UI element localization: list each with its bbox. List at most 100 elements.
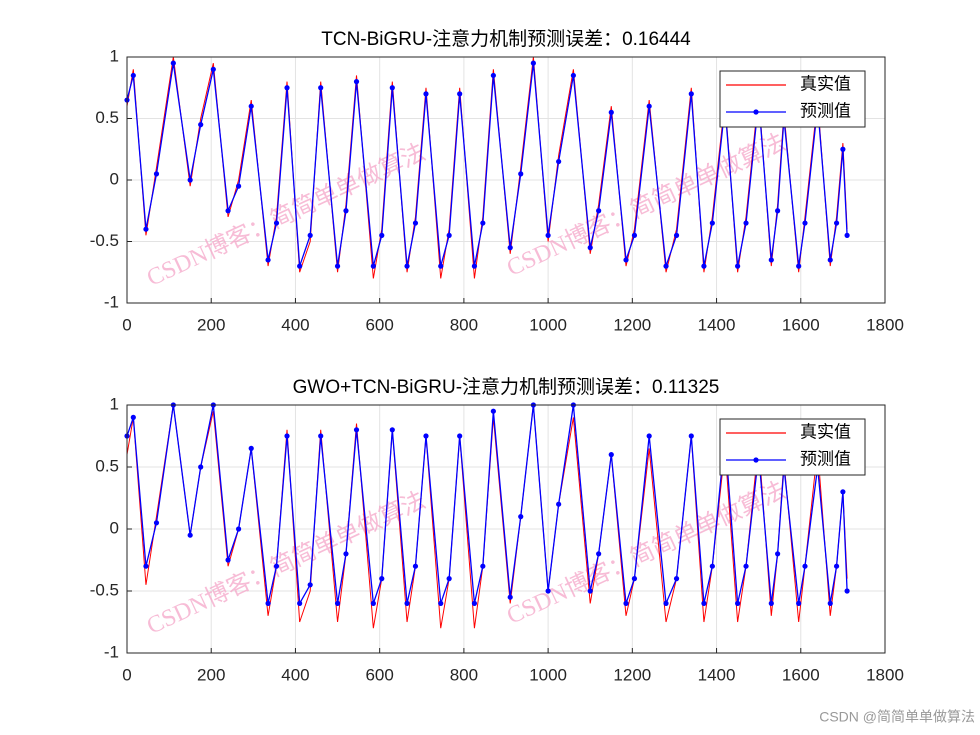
marker [235, 183, 242, 189]
marker [663, 263, 669, 269]
marker [701, 263, 707, 269]
marker [225, 557, 231, 563]
marker [796, 263, 802, 269]
x-tick-label: 1600 [782, 665, 820, 684]
marker [248, 103, 254, 109]
marker [623, 257, 629, 263]
x-tick-label: 1000 [529, 315, 567, 334]
marker [844, 232, 850, 238]
legend-box [719, 418, 866, 476]
marker [556, 158, 562, 165]
marker [768, 600, 774, 607]
x-tick-label: 0 [122, 315, 131, 334]
marker [840, 146, 846, 152]
x-tick-label: 1800 [866, 665, 904, 684]
marker [353, 427, 360, 433]
marker [530, 60, 536, 66]
x-tick-label: 400 [281, 665, 309, 684]
x-tick-label: 200 [197, 665, 225, 684]
marker [143, 563, 149, 569]
marker [490, 408, 496, 414]
legend-box [719, 70, 866, 128]
marker [471, 600, 478, 607]
marker [570, 72, 576, 79]
marker [480, 220, 486, 226]
marker [370, 600, 376, 607]
marker [370, 263, 376, 269]
marker [556, 501, 562, 507]
marker [334, 600, 341, 607]
marker [210, 66, 216, 72]
marker [423, 91, 429, 97]
marker [318, 433, 324, 439]
footer-watermark: CSDN @简简单单做算法 [819, 709, 975, 725]
marker [802, 563, 808, 569]
marker [297, 600, 303, 607]
x-tick-label: 600 [365, 315, 393, 334]
x-tick-label: 1600 [782, 315, 820, 334]
marker [673, 576, 680, 582]
x-tick-label: 200 [197, 315, 225, 334]
marker [235, 526, 242, 532]
x-tick-label: 400 [281, 315, 309, 334]
marker [840, 489, 846, 495]
marker [170, 60, 176, 66]
marker [507, 594, 513, 600]
marker [775, 208, 781, 214]
marker [587, 588, 593, 594]
y-tick-label: 0.5 [95, 456, 119, 475]
marker [307, 582, 313, 588]
x-tick-label: 1200 [613, 315, 651, 334]
x-tick-label: 600 [365, 665, 393, 684]
marker [608, 109, 614, 115]
chart-title: TCN-BiGRU-注意力机制预测误差：0.16444 [321, 28, 691, 50]
marker [265, 257, 271, 263]
legend-label: 预测值 [800, 449, 851, 468]
marker [596, 551, 602, 557]
marker [802, 220, 808, 226]
y-tick-label: 0 [110, 169, 119, 188]
x-tick-label: 800 [450, 315, 478, 334]
legend-label: 真实值 [800, 74, 851, 93]
marker [545, 232, 551, 238]
marker [187, 177, 193, 183]
marker [187, 532, 193, 538]
axes-box [126, 404, 886, 654]
marker [646, 433, 652, 439]
marker [844, 588, 850, 594]
marker [143, 226, 149, 232]
marker [153, 171, 160, 177]
marker [273, 220, 280, 226]
marker [796, 600, 802, 607]
marker [343, 208, 349, 214]
marker [827, 257, 833, 263]
marker [743, 563, 749, 569]
x-tick-label: 0 [122, 665, 131, 684]
x-tick-label: 1200 [613, 665, 651, 684]
marker [775, 551, 781, 557]
marker [318, 85, 324, 91]
marker [225, 208, 231, 214]
chart-title: GWO+TCN-BiGRU-注意力机制预测误差：0.11325 [293, 376, 720, 398]
marker [663, 600, 669, 607]
marker [673, 232, 680, 238]
marker [518, 171, 524, 177]
x-tick-label: 1800 [866, 315, 904, 334]
marker [307, 232, 313, 238]
marker [284, 85, 290, 91]
marker [587, 245, 593, 251]
marker [423, 433, 429, 439]
legend-label: 真实值 [800, 422, 851, 441]
y-tick-label: 1 [110, 46, 119, 65]
marker [248, 445, 254, 451]
y-tick-label: 0 [110, 518, 119, 537]
marker [297, 263, 303, 269]
marker [457, 91, 463, 97]
marker [130, 414, 136, 420]
marker [735, 263, 741, 269]
marker [438, 263, 444, 269]
x-tick-label: 800 [450, 665, 478, 684]
marker [709, 220, 715, 226]
marker [404, 600, 410, 607]
